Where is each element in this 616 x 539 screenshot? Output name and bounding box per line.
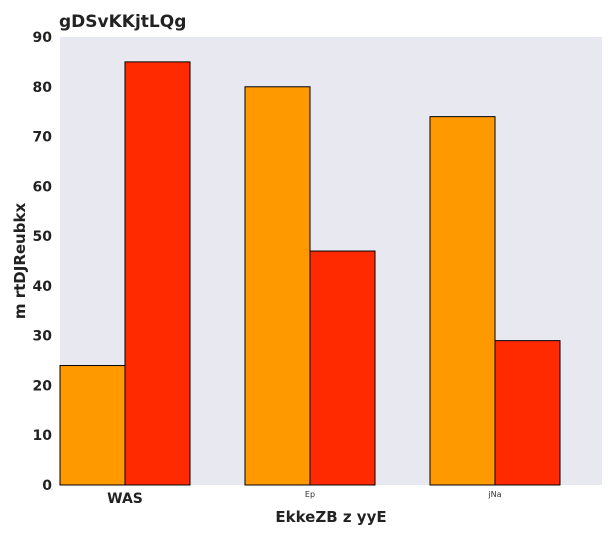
bar-was-series-1 [59,365,126,486]
bar-ep-series-1 [244,86,311,486]
y-tick-label: 10 [33,428,53,444]
y-tick-label: 60 [33,179,53,195]
y-tick-label: 90 [33,30,53,46]
x-axis-ticks: WAS Ep jNa [107,490,502,507]
x-tick-label-ep: Ep [305,490,315,499]
x-axis-label: EkkeZB z yyE [275,508,386,526]
y-tick-label: 20 [33,378,53,394]
y-axis-ticks: 0 10 20 30 40 50 60 70 80 90 [33,30,53,494]
y-axis-label: m rtDJReubkx [11,203,29,320]
bar-jna-series-2 [494,340,561,486]
chart-title: gDSvKKjtLQg [59,12,186,32]
bar-ep-series-2 [309,250,376,486]
y-tick-label: 80 [33,80,53,96]
bars-layer [59,61,561,486]
y-tick-label: 40 [33,279,53,295]
y-tick-label: 30 [33,329,53,345]
x-tick-label-jna: jNa [487,490,501,499]
bar-jna-series-1 [429,116,496,486]
x-tick-label-was: WAS [107,491,143,507]
y-tick-label: 70 [33,130,53,146]
bar-was-series-2 [124,61,191,486]
y-tick-label: 0 [42,478,52,494]
y-tick-label: 50 [33,229,53,245]
